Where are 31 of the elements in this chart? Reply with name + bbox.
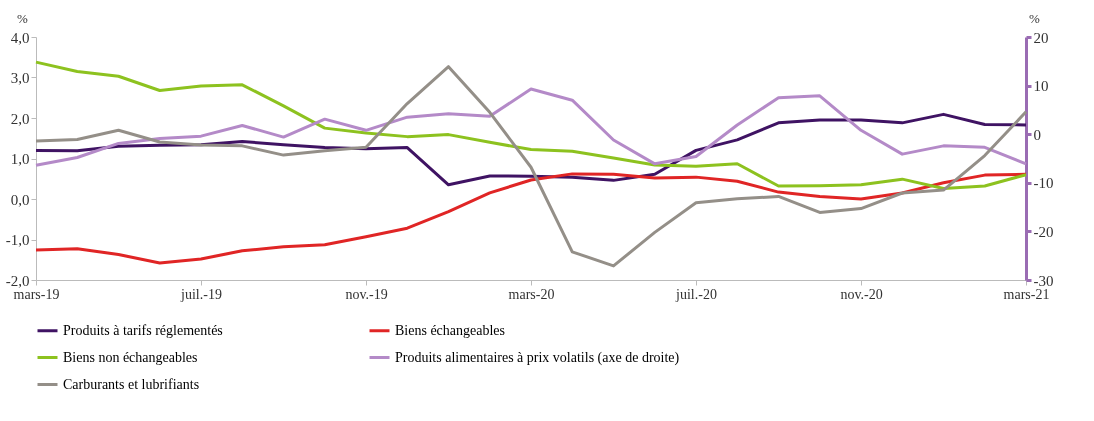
x-tick-label: nov.-19 <box>345 286 388 302</box>
legend-label: Produits à tarifs réglementés <box>63 322 223 338</box>
y2-tick-label: 0 <box>1033 126 1041 143</box>
y-axis-title: % <box>17 10 29 26</box>
y2-tick-label: -20 <box>1033 223 1054 240</box>
y2-tick-label: -30 <box>1033 272 1054 289</box>
x-tick-label: mars-19 <box>13 286 60 302</box>
y-tick-label: 4,0 <box>10 29 30 46</box>
y-tick-label: -2,0 <box>5 272 30 289</box>
legend-label: Produits alimentaires à prix volatils (axe de droite) <box>395 349 680 366</box>
y-tick-label: -1,0 <box>5 232 30 248</box>
y-tick-label: 1,0 <box>10 151 30 167</box>
line-series <box>34 172 1028 265</box>
x-tick-label: juil.-20 <box>675 286 717 302</box>
x-tick-label: juil.-19 <box>180 286 222 302</box>
x-tick-label: nov.-20 <box>840 286 883 302</box>
x-tick-label: mars-21 <box>1003 286 1050 302</box>
y-tick-label: 0,0 <box>10 191 30 208</box>
x-tick-label: mars-20 <box>508 286 555 302</box>
line-series <box>34 87 1028 167</box>
legend-label: Carburants et lubrifiants <box>63 376 200 392</box>
y-tick-label: 3,0 <box>10 70 30 86</box>
legend-label: Biens échangeables <box>395 322 506 338</box>
y2-axis-title: % <box>1029 10 1041 26</box>
line-series <box>34 60 1028 190</box>
y2-tick-label: 10 <box>1033 78 1049 95</box>
line-series <box>34 65 1028 268</box>
legend-label: Biens non échangeables <box>63 349 198 365</box>
y2-tick-label: 20 <box>1033 29 1049 46</box>
y2-tick-label: -10 <box>1033 175 1054 192</box>
y-tick-label: 2,0 <box>10 110 30 127</box>
